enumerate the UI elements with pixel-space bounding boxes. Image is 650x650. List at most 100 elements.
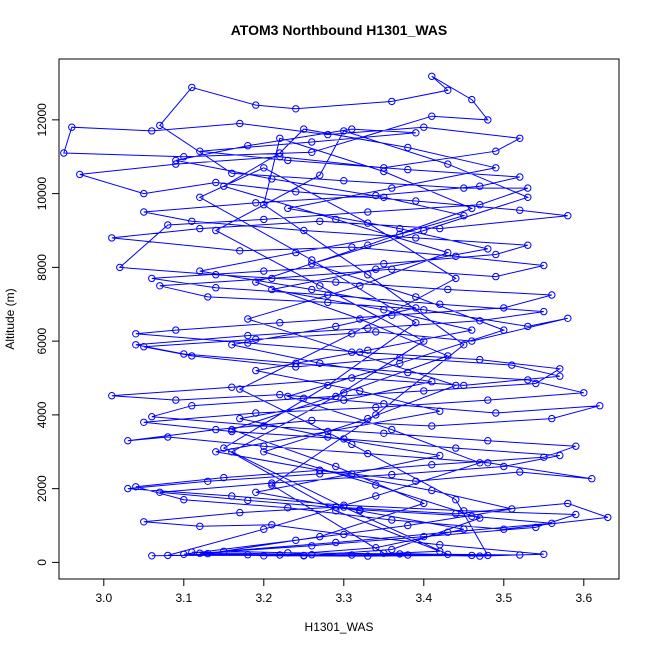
data-point — [164, 221, 172, 229]
data-point — [284, 204, 292, 213]
data-point — [572, 442, 580, 450]
data-point — [348, 374, 356, 382]
data-point — [372, 492, 380, 500]
data-point — [452, 274, 460, 283]
data-point — [372, 481, 380, 489]
data-point — [428, 486, 436, 495]
data-point — [316, 171, 324, 179]
data-point — [476, 514, 484, 522]
plot-layer — [60, 72, 612, 560]
data-point — [340, 503, 348, 511]
data-point — [60, 149, 68, 157]
data-point — [180, 153, 188, 161]
data-point — [380, 429, 388, 437]
data-point — [300, 226, 308, 235]
data-point — [140, 343, 148, 351]
data-point — [420, 306, 428, 314]
data-point — [156, 121, 164, 130]
data-point — [540, 453, 548, 461]
data-point — [484, 116, 492, 124]
y-tick-label: 10000 — [35, 177, 49, 211]
data-point — [524, 241, 532, 249]
data-point — [204, 293, 212, 301]
data-point — [388, 265, 396, 273]
data-point — [580, 389, 588, 397]
data-point — [68, 123, 76, 131]
data-point — [516, 206, 524, 214]
data-point — [292, 248, 300, 257]
data-point — [420, 123, 428, 131]
data-point — [380, 193, 388, 202]
data-point — [388, 516, 396, 524]
data-point — [564, 212, 572, 220]
data-point — [140, 418, 148, 426]
data-point — [364, 449, 372, 458]
data-point — [140, 208, 148, 216]
y-axis: 0 2000 4000 6000 8000 10000 12000 — [35, 103, 60, 566]
data-point — [460, 525, 468, 533]
data-point — [348, 243, 356, 251]
data-point — [252, 366, 260, 375]
data-point — [548, 519, 556, 527]
data-point — [412, 319, 420, 327]
data-point — [180, 496, 188, 504]
data-point — [260, 552, 268, 560]
data-point — [196, 522, 204, 530]
data-point — [324, 433, 332, 441]
data-point — [372, 328, 380, 336]
data-point — [516, 173, 524, 181]
data-point — [468, 512, 476, 520]
data-point — [260, 215, 268, 224]
data-point — [412, 477, 420, 485]
data-point — [228, 383, 236, 391]
data-point — [412, 197, 420, 205]
data-point — [212, 178, 220, 187]
data-point — [444, 528, 452, 536]
data-point — [348, 348, 356, 356]
data-point — [420, 337, 428, 345]
data-point — [444, 248, 452, 257]
data-point — [332, 215, 340, 224]
data-point — [292, 359, 300, 367]
data-point — [292, 105, 300, 113]
data-point — [340, 501, 348, 509]
data-point — [276, 390, 284, 399]
data-point — [436, 224, 444, 233]
data-point — [252, 278, 260, 286]
data-point — [356, 348, 364, 356]
data-point — [476, 317, 484, 325]
data-point — [148, 413, 156, 421]
data-point — [276, 551, 284, 559]
data-point — [196, 147, 204, 155]
data-point — [260, 448, 268, 456]
data-point — [340, 530, 348, 539]
data-point — [188, 402, 196, 410]
data-point — [420, 499, 428, 508]
data-point — [236, 119, 244, 128]
data-point — [460, 381, 468, 390]
data-point — [292, 536, 300, 544]
data-point — [476, 182, 484, 190]
chart-title: ATOM3 Northbound H1301_WAS — [231, 22, 448, 38]
data-point — [252, 101, 260, 109]
data-point — [324, 130, 332, 139]
data-point — [212, 284, 220, 292]
data-point — [324, 427, 332, 436]
data-point — [324, 291, 332, 299]
data-point — [204, 549, 212, 558]
data-point — [236, 508, 244, 517]
data-point — [252, 199, 260, 207]
data-point — [300, 552, 308, 560]
data-point — [260, 525, 268, 533]
y-tick-label: 6000 — [35, 327, 49, 354]
data-point — [420, 387, 428, 395]
data-point — [484, 551, 492, 560]
data-point — [164, 551, 172, 560]
data-point — [348, 125, 356, 133]
data-point — [332, 503, 340, 511]
data-point — [180, 350, 188, 358]
data-point — [244, 142, 252, 150]
data-point — [148, 552, 156, 560]
data-point — [460, 212, 468, 220]
data-point — [492, 147, 500, 155]
